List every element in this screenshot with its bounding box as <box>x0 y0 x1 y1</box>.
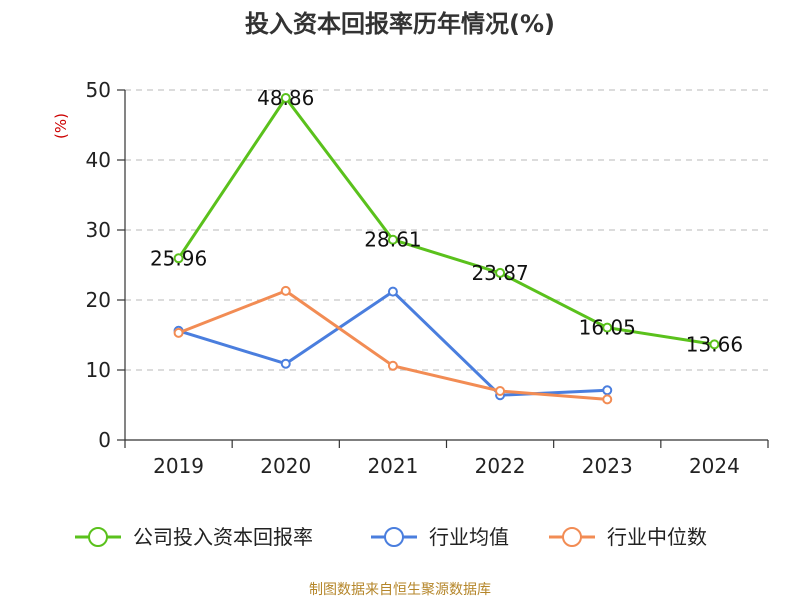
x-tick-label: 2021 <box>367 454 418 478</box>
y-tick-label: 40 <box>86 148 111 172</box>
data-point <box>280 92 291 103</box>
y-tick-label: 20 <box>86 288 111 312</box>
y-tick-labels: 0 10 20 30 40 50 <box>86 78 111 452</box>
y-tick-label: 0 <box>98 428 111 452</box>
data-label: 23.87 <box>471 261 528 285</box>
x-tick-label: 2020 <box>260 454 311 478</box>
data-point <box>387 360 398 371</box>
data-point <box>709 339 720 350</box>
data-point <box>280 358 291 369</box>
data-point <box>387 234 398 245</box>
x-tick-label: 2023 <box>582 454 633 478</box>
data-label: 25.96 <box>150 246 207 270</box>
data-point <box>280 285 291 296</box>
data-label: 13.66 <box>686 332 743 356</box>
legend-marker <box>384 527 404 547</box>
axes <box>117 89 769 448</box>
data-point <box>173 327 184 338</box>
chart-title: 投入资本回报率历年情况(%) <box>245 10 555 38</box>
legend-marker <box>562 527 582 547</box>
data-label: 48.86 <box>257 86 314 110</box>
y-tick-label: 50 <box>86 78 111 102</box>
source-note: 制图数据来自恒生聚源数据库 <box>309 582 491 598</box>
legend-label: 行业中位数 <box>607 525 707 549</box>
y-axis-label: (%) <box>52 113 70 139</box>
data-label: 16.05 <box>579 316 636 340</box>
series-line <box>177 96 715 346</box>
data-point <box>495 267 506 278</box>
series-line <box>178 289 608 401</box>
data-point <box>495 386 506 396</box>
legend-marker <box>88 527 108 547</box>
legend-label: 公司投入资本回报率 <box>133 525 313 549</box>
data-labels: 25.96 48.86 28.61 23.87 16.05 13.66 <box>150 86 743 356</box>
legend-label: 行业均值 <box>429 525 509 549</box>
data-point <box>387 286 398 297</box>
data-point <box>602 322 613 333</box>
y-tick-label: 10 <box>86 358 111 382</box>
data-point <box>602 394 613 405</box>
x-tick-label: 2024 <box>689 454 740 478</box>
x-tick-label: 2019 <box>153 454 204 478</box>
x-tick-labels: 2019 2020 2021 2022 2023 2024 <box>153 454 740 478</box>
legend: 公司投入资本回报率 行业均值 行业中位数 <box>75 525 707 549</box>
data-label: 28.61 <box>364 228 421 252</box>
x-tick-label: 2022 <box>475 454 526 478</box>
grid-lines <box>125 89 768 371</box>
y-tick-label: 30 <box>86 218 111 242</box>
data-point <box>602 385 613 396</box>
data-point <box>173 253 184 264</box>
series-group <box>173 92 720 405</box>
